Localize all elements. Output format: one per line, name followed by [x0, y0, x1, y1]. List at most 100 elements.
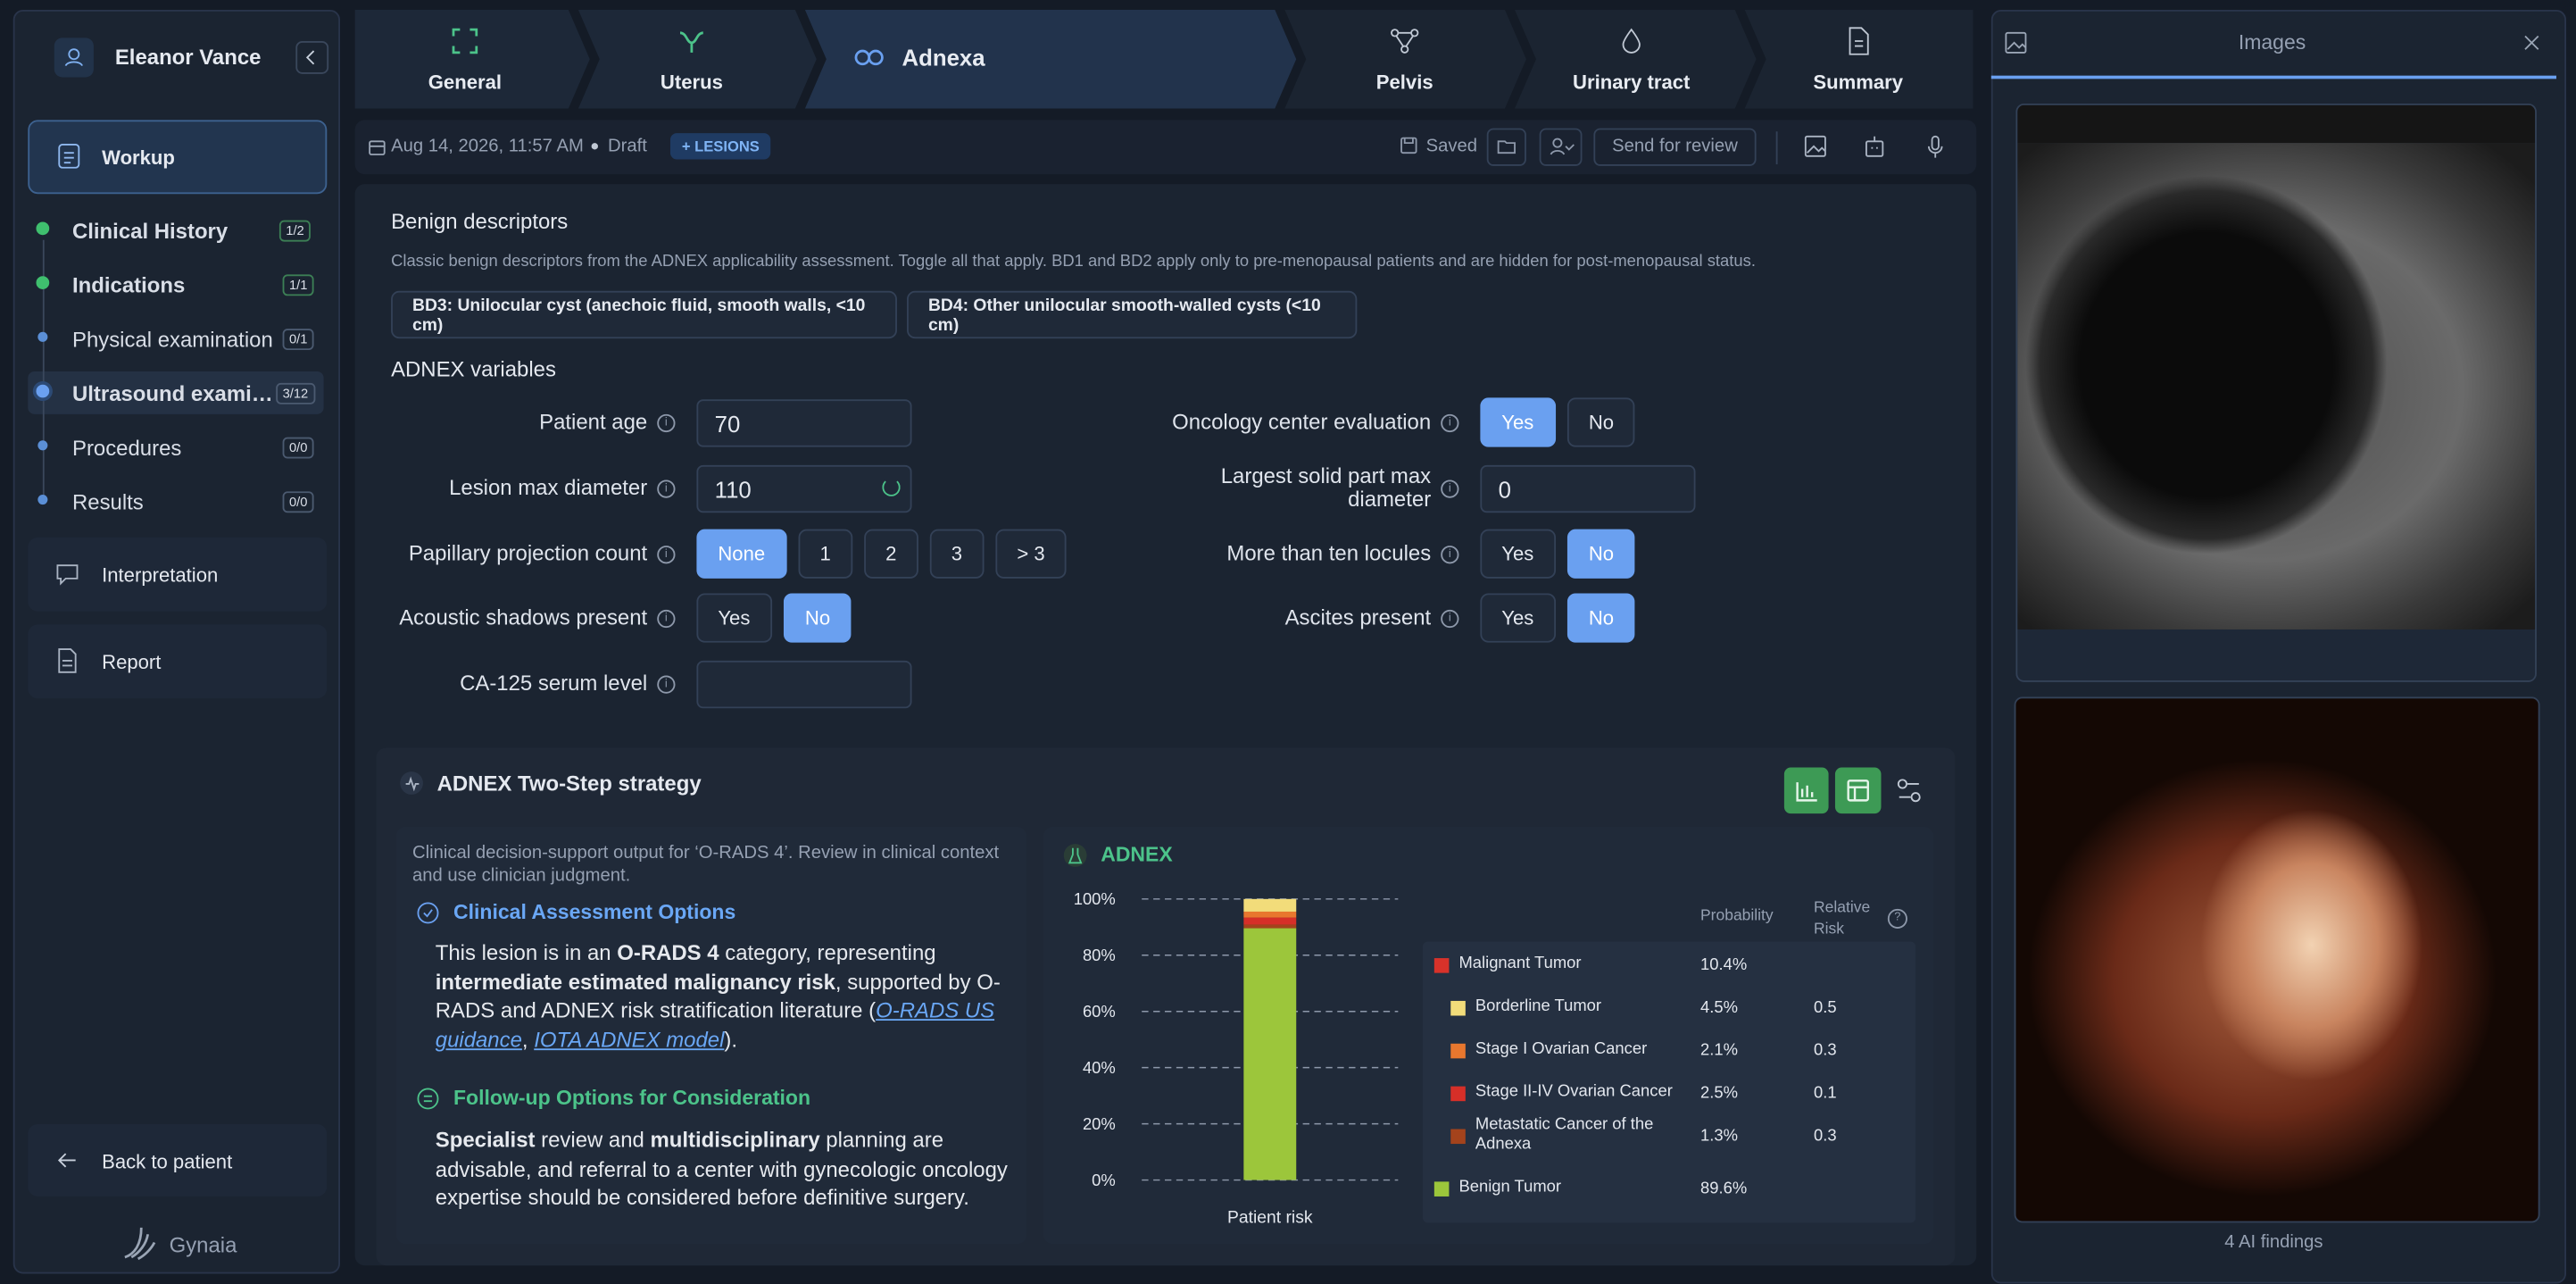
path	[578, 10, 817, 109]
option-button[interactable]: Yes	[1480, 529, 1556, 579]
legend-table-bg	[1422, 941, 1916, 1223]
send-button[interactable]: Send for review	[1593, 128, 1757, 166]
tab[interactable]: Uterus	[660, 71, 723, 94]
path	[1927, 146, 1943, 158]
column-header: Relative Risk	[1814, 898, 1871, 938]
chart-view-button[interactable]	[1783, 767, 1829, 814]
table-view-button[interactable]	[1834, 767, 1882, 814]
circle	[1552, 138, 1563, 148]
path	[1855, 40, 1864, 47]
avatar	[54, 38, 94, 78]
step-label[interactable]: Clinical History	[71, 218, 229, 244]
icon[interactable]	[1863, 135, 1886, 158]
folder-button[interactable]	[1486, 128, 1526, 166]
image-3d[interactable]	[2014, 696, 2540, 1223]
step-progress: 1/2	[278, 220, 312, 242]
step-label[interactable]: Procedures	[71, 435, 182, 461]
option-button[interactable]: No	[1566, 529, 1636, 579]
section-title: ADNEX variables	[391, 356, 556, 382]
option-button[interactable]: None	[696, 529, 787, 579]
legend-row: Malignant Tumor 10.4%	[1423, 944, 1915, 987]
tab[interactable]: Summary	[1813, 71, 1904, 94]
step-label[interactable]: Ultrasound exami…	[71, 381, 273, 406]
circle	[1400, 45, 1409, 54]
image-thumbnail[interactable]	[2015, 103, 2537, 682]
column-header: Probability	[1700, 907, 1774, 926]
assign-button[interactable]	[1539, 128, 1583, 166]
descriptor-toggle[interactable]: BD3: Unilocular cyst (anechoic fluid, sm…	[391, 290, 897, 339]
close-button[interactable]	[2522, 33, 2541, 53]
tab[interactable]: Adnexa	[902, 44, 985, 71]
legend-name: Malignant Tumor	[1458, 955, 1582, 973]
step-label[interactable]: Indications	[71, 272, 186, 298]
circle	[1391, 29, 1400, 38]
reference-link[interactable]: IOTA ADNEX model	[534, 1027, 725, 1053]
field-label: Acoustic shadows present	[399, 604, 648, 629]
option-button[interactable]: 1	[798, 529, 852, 579]
path	[64, 61, 83, 67]
path	[63, 152, 74, 164]
option-button[interactable]: 2	[864, 529, 918, 579]
option-button[interactable]: Yes	[1480, 397, 1556, 447]
step-line	[42, 239, 45, 504]
y-tick-label: 60%	[1083, 1002, 1116, 1021]
text-run: category, representing	[719, 939, 936, 965]
legend-name: Benign Tumor	[1458, 1178, 1562, 1196]
step-label[interactable]: Physical examination	[71, 327, 273, 352]
collapse-button[interactable]	[295, 41, 329, 74]
section-title: Benign descriptors	[391, 208, 569, 234]
circle	[417, 1088, 439, 1110]
step-dot	[37, 331, 48, 342]
tab[interactable]: Pelvis	[1375, 71, 1433, 94]
text-input[interactable]	[696, 660, 912, 709]
tab[interactable]: Urinary tract	[1573, 71, 1691, 94]
option-button[interactable]: No	[1566, 593, 1636, 643]
icon[interactable]	[1804, 135, 1827, 158]
descriptor-toggle[interactable]: BD4: Other unilocular smooth-walled cyst…	[907, 290, 1358, 339]
text-input[interactable]: 110	[696, 464, 912, 513]
icon	[417, 1088, 439, 1110]
image-strip	[2017, 104, 2536, 144]
icon	[679, 31, 704, 53]
saved-status: Saved	[1425, 136, 1478, 156]
option-button[interactable]: Yes	[696, 593, 772, 643]
field-label: Ascites present	[1284, 604, 1432, 629]
icon	[1063, 844, 1087, 867]
icon[interactable]	[1924, 135, 1947, 158]
icon	[58, 648, 77, 673]
icon	[57, 1153, 76, 1168]
info-icon: i	[1441, 546, 1459, 564]
input-value: 0	[1498, 476, 1511, 504]
path	[1497, 140, 1516, 154]
option-button[interactable]: > 3	[995, 529, 1067, 579]
path	[1807, 145, 1826, 154]
option-button[interactable]: No	[1566, 397, 1636, 447]
recommendation-card	[395, 826, 1027, 1245]
icon[interactable]	[1896, 778, 1922, 804]
tab[interactable]: General	[428, 71, 503, 94]
path	[1849, 27, 1869, 55]
path	[1899, 783, 1919, 798]
option-button[interactable]: Yes	[1480, 593, 1556, 643]
text-input[interactable]: 0	[1480, 464, 1696, 513]
step-progress: 0/0	[282, 491, 314, 513]
y-tick-label: 80%	[1083, 946, 1116, 964]
path	[124, 1227, 156, 1261]
option-button[interactable]: 3	[929, 529, 984, 579]
step-dot	[36, 384, 50, 398]
option-button[interactable]: No	[783, 593, 852, 643]
back-button[interactable]	[28, 1123, 328, 1196]
workup-button[interactable]	[28, 120, 328, 195]
legend-swatch	[1450, 1042, 1466, 1058]
probability: 2.5%	[1700, 1083, 1738, 1103]
path	[423, 909, 433, 918]
path	[2524, 35, 2539, 50]
step-label[interactable]: Results	[71, 489, 144, 515]
reference-link[interactable]: O-RADS US guidance	[435, 997, 995, 1053]
lesions-button[interactable]: + LESIONS	[669, 133, 771, 160]
report-button[interactable]	[28, 624, 328, 699]
divider	[1775, 131, 1778, 165]
text-input[interactable]: 70	[696, 399, 912, 447]
back-label: Back to patient	[102, 1150, 233, 1174]
